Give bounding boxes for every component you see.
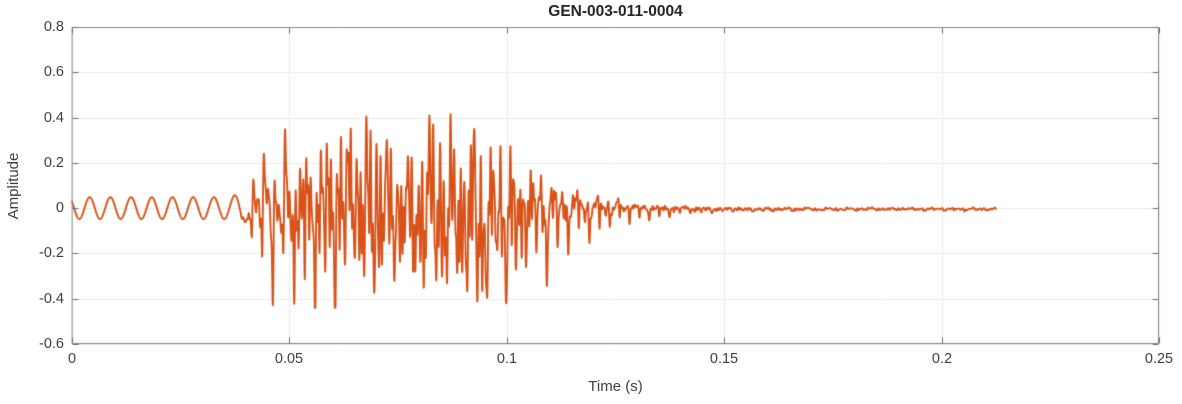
plot-title: GEN-003-011-0004 bbox=[548, 3, 683, 20]
x-tick-label: 0.05 bbox=[274, 351, 304, 367]
y-tick-label: 0.4 bbox=[43, 110, 64, 126]
y-tick-label: 0.2 bbox=[43, 155, 64, 171]
y-tick-label: -0.4 bbox=[39, 291, 64, 307]
y-tick-label: -0.6 bbox=[39, 336, 64, 352]
y-tick-label: 0.8 bbox=[43, 19, 64, 35]
x-tick-label: 0.25 bbox=[1144, 351, 1174, 367]
x-tick-label: 0.2 bbox=[931, 351, 953, 367]
x-tick-label: 0 bbox=[67, 351, 77, 367]
x-tick-label: 0.1 bbox=[496, 351, 518, 367]
x-axis-label: Time (s) bbox=[588, 378, 643, 395]
y-tick-label: 0 bbox=[55, 200, 64, 216]
y-tick-label: -0.2 bbox=[39, 245, 64, 261]
y-tick-label: 0.6 bbox=[43, 64, 64, 80]
y-axis-label: Amplitude bbox=[5, 152, 22, 220]
x-tick-label: 0.15 bbox=[709, 351, 739, 367]
